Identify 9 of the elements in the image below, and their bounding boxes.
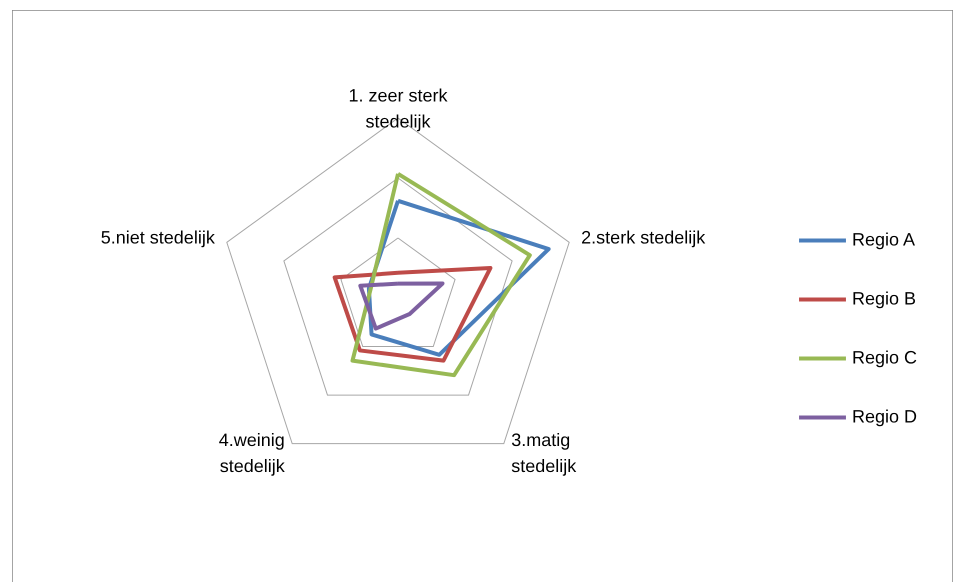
- spoke-label: 4.weinig stedelijk: [218, 430, 286, 476]
- spoke-label: 5.niet stedelijk: [100, 227, 216, 248]
- legend-label: Regio A: [852, 230, 916, 250]
- spoke-label: 3.matig stedelijk: [511, 430, 578, 476]
- spoke-label: 1. zeer sterk stedelijk: [348, 85, 449, 132]
- spoke-label: 2.sterk stedelijk: [581, 227, 706, 248]
- legend-label: Regio B: [852, 288, 916, 308]
- legend-label: Regio C: [852, 348, 918, 368]
- legend-label: Regio D: [852, 406, 918, 426]
